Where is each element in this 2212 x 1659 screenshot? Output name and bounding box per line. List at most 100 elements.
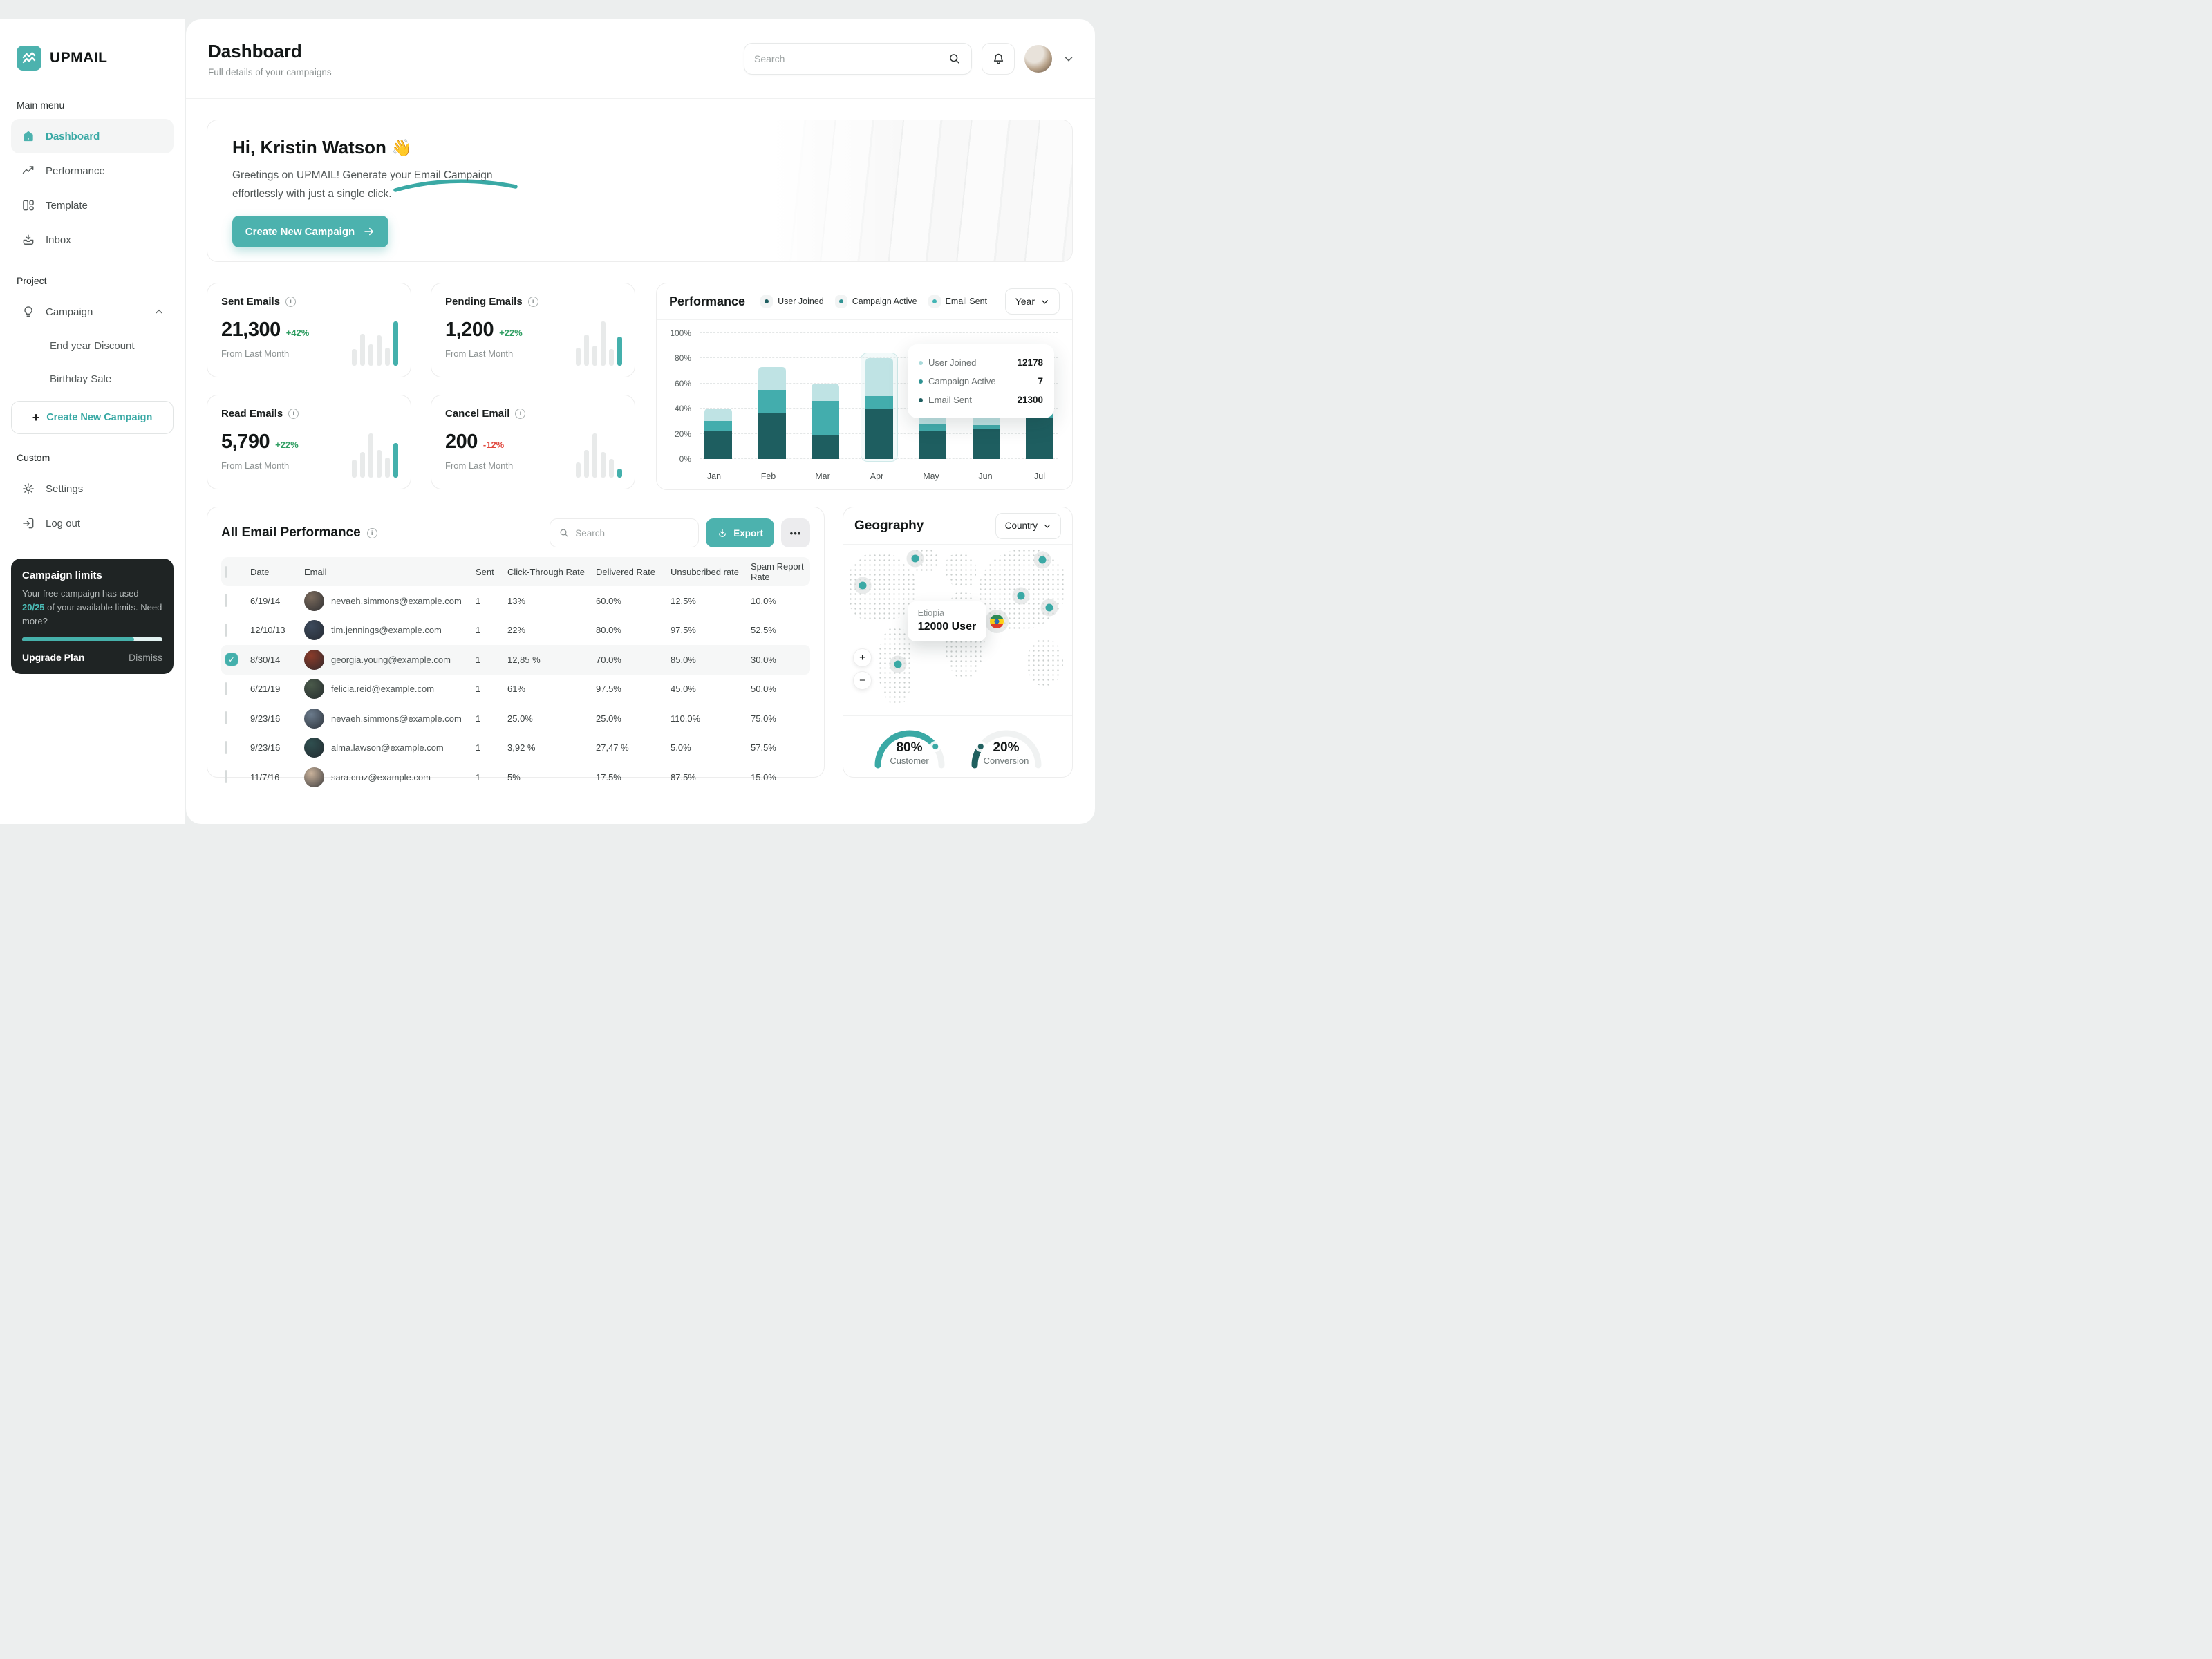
sidebar-subitem-birthday-sale[interactable]: Birthday Sale: [50, 373, 112, 385]
column-header-unsubcribed-rate[interactable]: Unsubcribed rate: [671, 566, 739, 577]
chevron-down-icon[interactable]: [1063, 53, 1074, 64]
map-marker[interactable]: [911, 554, 919, 563]
create-new-campaign-sidebar-button[interactable]: + Create New Campaign: [11, 401, 174, 434]
brand: UPMAIL: [17, 46, 174, 71]
global-search[interactable]: [744, 43, 972, 75]
bar-feb[interactable]: [758, 333, 787, 459]
year-dropdown[interactable]: Year: [1004, 288, 1060, 315]
create-new-campaign-button[interactable]: Create New Campaign: [232, 216, 388, 248]
user-avatar[interactable]: [1024, 45, 1052, 73]
upgrade-plan-button[interactable]: Upgrade Plan: [22, 652, 85, 664]
more-options-button[interactable]: •••: [781, 518, 810, 547]
cell-ctr: 3,92 %: [507, 742, 536, 753]
cell-email: sara.cruz@example.com: [304, 767, 476, 787]
search-input[interactable]: [754, 53, 948, 64]
zoom-out-button[interactable]: −: [853, 671, 872, 690]
dismiss-button[interactable]: Dismiss: [129, 652, 162, 664]
limits-progress-fill: [22, 637, 135, 642]
cell-sent: 1: [476, 654, 481, 665]
map-marker[interactable]: [1038, 556, 1047, 564]
bar-jan[interactable]: [704, 333, 733, 459]
table-row[interactable]: 6/19/14 nevaeh.simmons@example.com 1 13%…: [221, 586, 810, 616]
gauge-label: Customer: [890, 756, 929, 766]
legend-item-user-joined: User Joined: [760, 295, 824, 308]
map-marker[interactable]: [894, 660, 902, 668]
cell-date: 11/7/16: [250, 771, 280, 782]
cell-date: 12/10/13: [250, 625, 285, 636]
export-button[interactable]: Export: [706, 518, 774, 547]
cell-delivered: 80.0%: [596, 625, 621, 636]
search-icon: [948, 52, 962, 66]
cell-unsubscribed: 45.0%: [671, 684, 696, 695]
row-checkbox[interactable]: ✓: [225, 653, 238, 666]
x-tick: Apr: [870, 471, 884, 481]
tooltip-row: Email Sent 21300: [919, 391, 1043, 409]
table-search[interactable]: [550, 518, 700, 547]
bar-apr[interactable]: [860, 333, 898, 462]
sidebar-item-dashboard[interactable]: Dashboard: [11, 119, 174, 153]
row-checkbox[interactable]: [225, 682, 227, 695]
table-search-input[interactable]: [575, 527, 673, 538]
stat-card-sent-emails: Sent Emails i 21,300 +42% From Last Month: [207, 283, 411, 377]
notifications-button[interactable]: [982, 43, 1015, 75]
sidebar-item-settings[interactable]: Settings: [11, 471, 174, 506]
country-dropdown[interactable]: Country: [995, 512, 1061, 539]
stat-title: Sent Emails: [221, 296, 281, 308]
sidebar-item-campaign[interactable]: Campaign: [11, 294, 174, 329]
sparkline-chart: [352, 321, 398, 366]
stat-title: Read Emails: [221, 408, 283, 420]
info-icon: i: [288, 409, 299, 419]
row-checkbox[interactable]: [225, 623, 227, 637]
column-header-email[interactable]: Email: [304, 566, 327, 577]
zoom-in-button[interactable]: +: [853, 648, 872, 667]
sidebar-item-inbox[interactable]: Inbox: [11, 223, 174, 257]
stat-value: 200: [445, 431, 478, 453]
table-row[interactable]: 9/23/16 nevaeh.simmons@example.com 1 25.…: [221, 704, 810, 733]
sparkline-chart: [576, 433, 622, 478]
column-header-sent[interactable]: Sent: [476, 566, 494, 577]
cell-email: tim.jennings@example.com: [304, 620, 476, 641]
table-row[interactable]: 11/7/16 sara.cruz@example.com 1 5% 17.5%…: [221, 762, 810, 792]
sidebar-item-label: Campaign: [46, 306, 93, 318]
column-header-spam-report-rate[interactable]: Spam Report Rate: [751, 561, 804, 582]
table-row[interactable]: 6/21/19 felicia.reid@example.com 1 61% 9…: [221, 675, 810, 704]
cell-date: 6/21/19: [250, 684, 281, 695]
table-row[interactable]: ✓ 8/30/14 georgia.young@example.com 1 12…: [221, 645, 810, 675]
table-row[interactable]: 9/23/16 alma.lawson@example.com 1 3,92 %…: [221, 733, 810, 763]
cell-spam: 30.0%: [751, 654, 776, 665]
avatar: [304, 708, 324, 729]
brand-name: UPMAIL: [50, 50, 108, 66]
cell-ctr: 13%: [507, 595, 526, 606]
row-checkbox[interactable]: [225, 740, 227, 754]
map-marker[interactable]: [859, 581, 867, 590]
map-marker[interactable]: [1045, 603, 1053, 612]
ethiopia-flag-marker[interactable]: [989, 615, 1004, 629]
stat-card-cancel-email: Cancel Email i 200 -12% From Last Month: [431, 395, 635, 489]
cell-spam: 57.5%: [751, 742, 776, 753]
sidebar-item-template[interactable]: Template: [11, 188, 174, 223]
cell-date: 9/23/16: [250, 713, 281, 724]
cell-unsubscribed: 87.5%: [671, 771, 696, 782]
sidebar-item-log-out[interactable]: Log out: [11, 506, 174, 541]
column-header-date[interactable]: Date: [250, 566, 270, 577]
column-header-delivered-rate[interactable]: Delivered Rate: [596, 566, 655, 577]
stat-value: 5,790: [221, 431, 270, 453]
map-marker[interactable]: [1017, 592, 1025, 600]
y-axis-labels: 0% 20% 40% 60% 80% 100%: [670, 328, 691, 464]
row-checkbox[interactable]: [225, 711, 227, 725]
cell-unsubscribed: 85.0%: [671, 654, 696, 665]
stat-value: 1,200: [445, 319, 494, 341]
cell-email: georgia.young@example.com: [304, 649, 476, 670]
row-checkbox[interactable]: [225, 594, 227, 608]
avatar: [304, 649, 324, 670]
cell-unsubscribed: 97.5%: [671, 625, 696, 636]
sidebar-item-performance[interactable]: Performance: [11, 153, 174, 188]
bar-mar[interactable]: [811, 333, 840, 459]
column-header-click-through-rate[interactable]: Click-Through Rate: [507, 566, 585, 577]
sidebar-subitem-end-year-discount[interactable]: End year Discount: [50, 339, 135, 352]
select-all-checkbox[interactable]: [225, 565, 250, 578]
row-checkbox[interactable]: [225, 770, 227, 784]
bell-icon: [991, 52, 1006, 66]
download-icon: [717, 527, 728, 538]
table-row[interactable]: 12/10/13 tim.jennings@example.com 1 22% …: [221, 616, 810, 646]
